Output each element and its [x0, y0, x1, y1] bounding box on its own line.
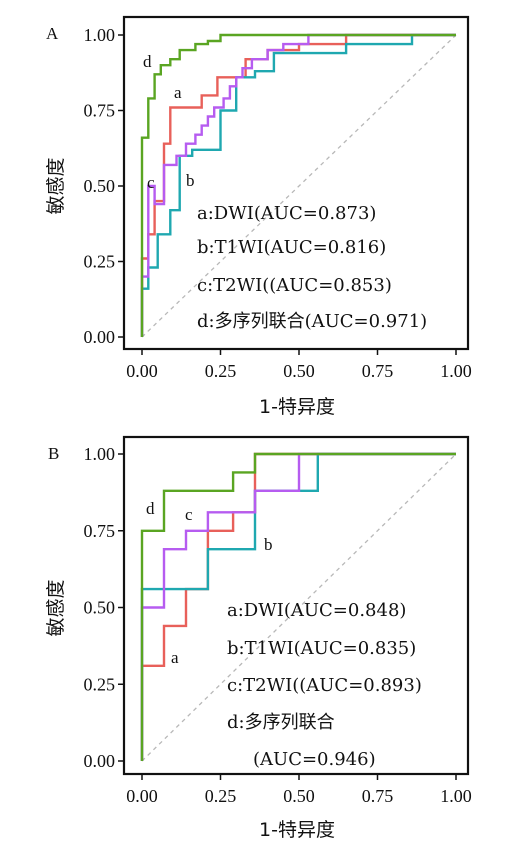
reference-diagonal	[141, 34, 457, 338]
roc-curve-d	[140, 452, 456, 761]
plot-frame	[122, 435, 470, 776]
roc-curve-c	[140, 33, 456, 337]
y-tick-label: 1.00	[84, 25, 116, 45]
curve-tags-a: d a c b	[143, 52, 195, 192]
plot-frame	[122, 15, 470, 351]
legend-b: a:DWI(AUC=0.848) b:T1WI(AUC=0.835) c:T2W…	[227, 600, 422, 770]
curve-tag-b-a: a	[171, 648, 179, 667]
panel-b: B 0.00 0.25 0.50 0.75 1.00 0.00 0.25 0.50 0.75 1.…	[45, 435, 472, 841]
legend-entry-b-c: c:T2WI((AUC=0.893)	[227, 675, 422, 696]
y-axis-label-a: 敏感度	[45, 157, 67, 214]
reference-diagonal	[141, 453, 457, 762]
legend-entry-a-a: a:DWI(AUC=0.873)	[197, 203, 376, 224]
legend-entry-b-d-auc: (AUC=0.946)	[253, 749, 376, 770]
curve-tag-b-b: b	[264, 535, 273, 554]
legend-entry-b-d: d:多序列联合	[227, 712, 335, 733]
legend-entry-b-a: a:DWI(AUC=0.848)	[227, 600, 406, 621]
x-tick-label: 0.25	[205, 361, 237, 381]
panel-letter-a: A	[46, 24, 59, 43]
y-tick-label: 0.00	[84, 751, 116, 771]
y-tick-label: 0.50	[84, 176, 116, 196]
x-tick-label: 0.25	[205, 786, 237, 806]
legend-entry-a-c: c:T2WI((AUC=0.853)	[197, 275, 392, 296]
y-tick-label: 0.75	[84, 521, 116, 541]
curve-tag-a-c: c	[147, 173, 155, 192]
y-tick-label: 1.00	[84, 444, 116, 464]
x-tick-label: 0.75	[362, 786, 394, 806]
roc-curve-a	[140, 33, 456, 337]
x-tick-label: 0.00	[126, 361, 158, 381]
panel-a: A 0.00 0.25 0.50 0.75 1.00 0.00 0.25 0.50 0.75 1.…	[45, 15, 472, 418]
roc-curve-c	[140, 452, 456, 761]
x-tick-label: 0.00	[126, 786, 158, 806]
x-tick-label: 0.50	[283, 786, 315, 806]
x-tick-label: 0.50	[283, 361, 315, 381]
panel-letter-b: B	[48, 444, 59, 463]
plot-area-b: 0.00 0.25 0.50 0.75 1.00 0.00 0.25 0.50 0.75 1.00	[84, 435, 472, 806]
legend-a: a:DWI(AUC=0.873) b:T1WI(AUC=0.816) c:T2W…	[197, 203, 427, 332]
legend-entry-a-d: d:多序列联合(AUC=0.971)	[197, 311, 427, 332]
curve-tag-a-d: d	[143, 52, 152, 71]
y-axis-label-b: 敏感度	[45, 579, 67, 636]
y-tick-label: 0.75	[84, 101, 116, 121]
curve-tag-b-d: d	[146, 499, 155, 518]
x-axis-label-b: 1-特异度	[259, 819, 335, 841]
x-tick-label: 1.00	[440, 786, 472, 806]
y-tick-label: 0.50	[84, 598, 116, 618]
curve-tags-b: d c b a	[146, 499, 273, 667]
curve-tag-a-b: b	[186, 171, 195, 190]
x-axis-label-a: 1-特异度	[259, 396, 335, 418]
legend-entry-b-b: b:T1WI(AUC=0.835)	[227, 638, 416, 659]
plot-area-a: 0.00 0.25 0.50 0.75 1.00 0.00 0.25 0.50 0.75 1.00	[84, 15, 472, 381]
x-tick-label: 1.00	[440, 361, 472, 381]
y-tick-label: 0.25	[84, 674, 116, 694]
x-tick-label: 0.75	[362, 361, 394, 381]
y-tick-label: 0.25	[84, 252, 116, 272]
curve-tag-a-a: a	[174, 83, 182, 102]
roc-curve-b	[140, 33, 456, 337]
y-tick-label: 0.00	[84, 327, 116, 347]
roc-curve-d	[140, 33, 456, 337]
curve-tag-b-c: c	[185, 505, 193, 524]
legend-entry-a-b: b:T1WI(AUC=0.816)	[197, 237, 386, 258]
